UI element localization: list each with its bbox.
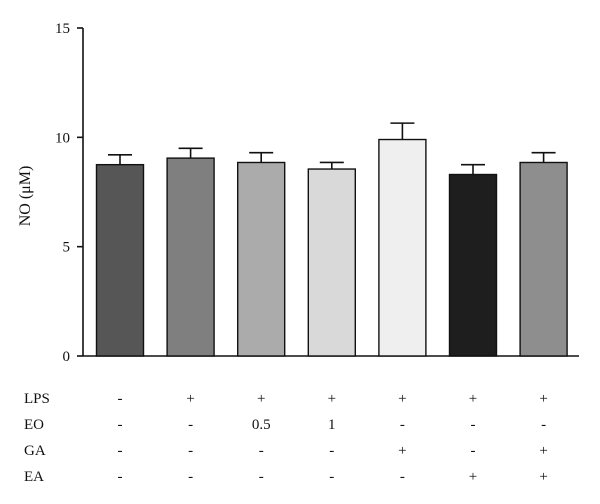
table-cell: -: [118, 469, 123, 485]
y-tick-label: 5: [63, 240, 71, 256]
table-cell: +: [469, 391, 477, 407]
table-cell: +: [257, 391, 265, 407]
row-label-ga: GA: [24, 443, 46, 459]
table-cell: +: [398, 391, 406, 407]
y-axis-label: NO (μM): [17, 166, 34, 227]
table-cell: -: [118, 417, 123, 433]
table-cell: -: [541, 417, 546, 433]
bar: [95, 163, 145, 357]
table-cell: 1: [328, 417, 336, 433]
table-cell: +: [539, 469, 547, 485]
bar: [307, 168, 356, 357]
y-tick-label: 0: [63, 349, 71, 365]
bar: [378, 138, 427, 357]
row-label-lps: LPS: [24, 391, 50, 407]
bar: [519, 161, 568, 357]
row-label-ea: EA: [24, 469, 44, 485]
table-cell: -: [188, 443, 193, 459]
bars-group: [95, 122, 568, 357]
table-cell: -: [259, 469, 264, 485]
table-cell: -: [471, 443, 476, 459]
table-cell: +: [328, 391, 336, 407]
table-cell: +: [186, 391, 194, 407]
table-cell: -: [118, 391, 123, 407]
bar: [166, 157, 215, 357]
bar: [236, 161, 286, 357]
treatment-table: LPS - + + + + + + EO - - 0.5 1 - - - GA - - - - + - + EA - - - - - + +: [24, 391, 548, 485]
table-cell: -: [329, 469, 334, 485]
table-cell: +: [539, 391, 547, 407]
table-cell: -: [188, 417, 193, 433]
table-cell: -: [118, 443, 123, 459]
table-cell: -: [400, 469, 405, 485]
table-cell: +: [539, 443, 547, 459]
y-tick-label: 15: [55, 21, 70, 37]
table-cell: -: [329, 443, 334, 459]
table-cell: 0.5: [252, 417, 271, 433]
table-cell: -: [471, 417, 476, 433]
table-cell: -: [188, 469, 193, 485]
table-cell: -: [259, 443, 264, 459]
y-tick-label: 10: [55, 130, 70, 146]
bar: [448, 173, 498, 357]
table-cell: -: [400, 417, 405, 433]
table-cell: +: [398, 443, 406, 459]
table-cell: +: [469, 469, 477, 485]
row-label-eo: EO: [24, 417, 44, 433]
